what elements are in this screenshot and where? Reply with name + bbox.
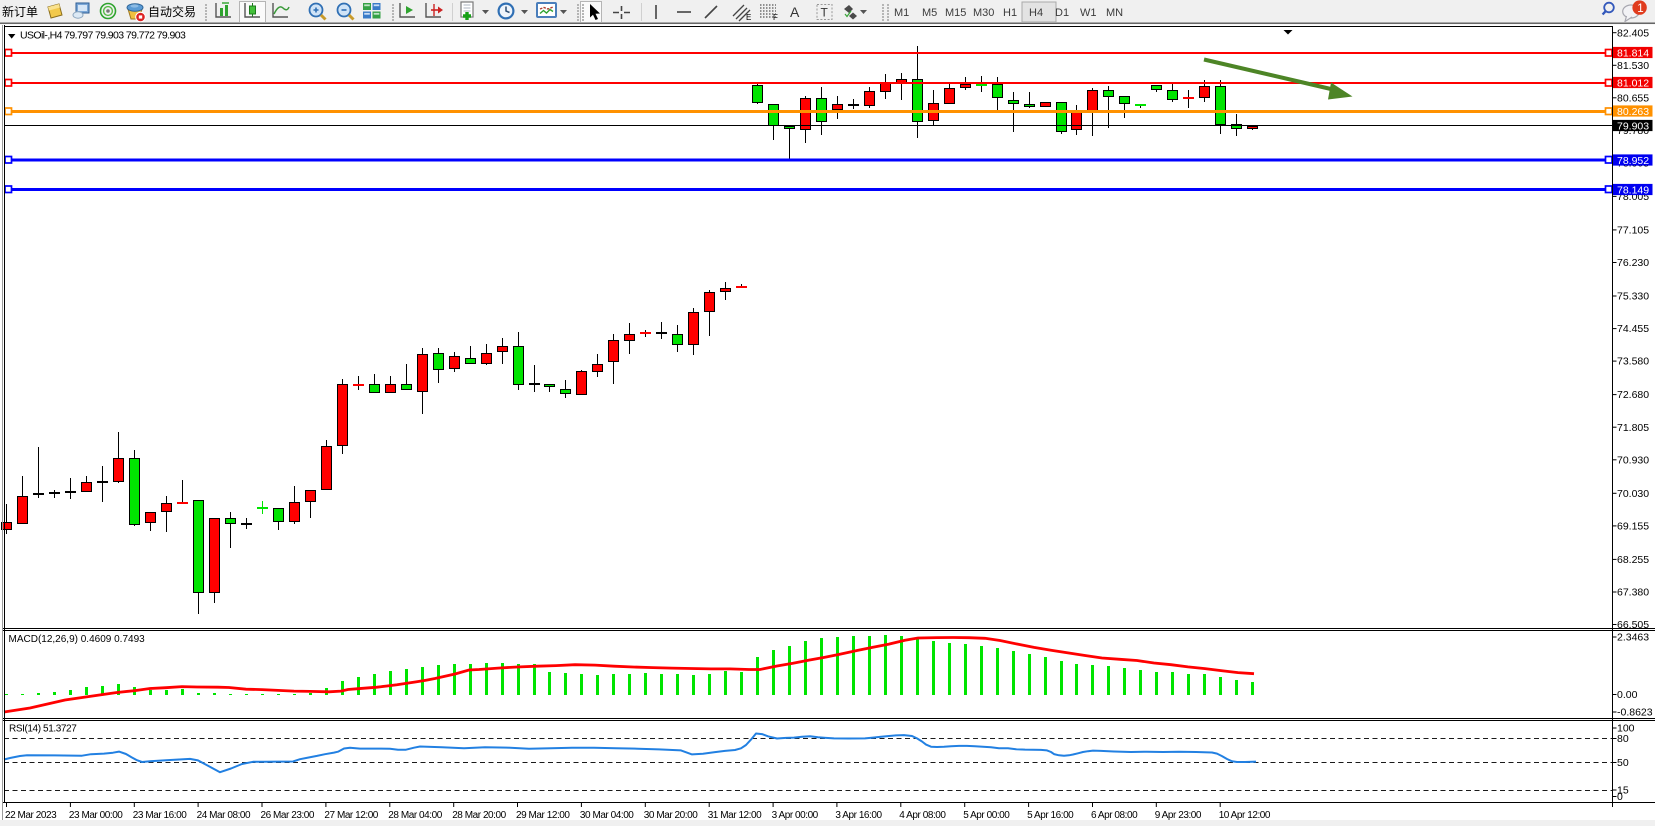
svg-text:79.903: 79.903 bbox=[1617, 120, 1649, 132]
svg-text:23 Mar 00:00: 23 Mar 00:00 bbox=[69, 810, 123, 821]
svg-text:78.952: 78.952 bbox=[1617, 155, 1649, 167]
svg-text:23 Mar 16:00: 23 Mar 16:00 bbox=[133, 810, 187, 821]
svg-text:MACD(12,26,9) 0.4609 0.7493: MACD(12,26,9) 0.4609 0.7493 bbox=[9, 634, 146, 645]
svg-text:M30: M30 bbox=[973, 7, 994, 19]
svg-text:5 Apr 00:00: 5 Apr 00:00 bbox=[963, 810, 1010, 821]
svg-text:28 Mar 20:00: 28 Mar 20:00 bbox=[452, 810, 506, 821]
svg-text:3 Apr 16:00: 3 Apr 16:00 bbox=[835, 810, 882, 821]
svg-text:9 Apr 23:00: 9 Apr 23:00 bbox=[1155, 810, 1202, 821]
svg-text:H1: H1 bbox=[1003, 7, 1017, 19]
svg-text:2.3463: 2.3463 bbox=[1617, 632, 1649, 644]
svg-text:81.012: 81.012 bbox=[1617, 77, 1649, 89]
svg-text:0: 0 bbox=[1617, 791, 1623, 803]
svg-text:A: A bbox=[790, 4, 800, 20]
svg-text:81.814: 81.814 bbox=[1617, 47, 1649, 59]
svg-text:76.230: 76.230 bbox=[1617, 257, 1649, 269]
svg-text:5 Apr 16:00: 5 Apr 16:00 bbox=[1027, 810, 1074, 821]
svg-text:新订单: 新订单 bbox=[2, 4, 38, 19]
svg-text:10 Apr 12:00: 10 Apr 12:00 bbox=[1219, 810, 1271, 821]
svg-text:E: E bbox=[746, 13, 751, 22]
svg-text:82.405: 82.405 bbox=[1617, 27, 1649, 39]
svg-text:66.505: 66.505 bbox=[1617, 619, 1649, 631]
svg-text:H4: H4 bbox=[1029, 7, 1043, 19]
svg-text:USOil-,H4 79.797 79.903 79.77: USOil-,H4 79.797 79.903 79.772 79.903 bbox=[20, 30, 186, 42]
svg-text:30 Mar 04:00: 30 Mar 04:00 bbox=[580, 810, 634, 821]
svg-text:29 Mar 12:00: 29 Mar 12:00 bbox=[516, 810, 570, 821]
svg-text:M15: M15 bbox=[945, 7, 966, 19]
svg-text:自动交易: 自动交易 bbox=[148, 4, 196, 19]
svg-text:30 Mar 20:00: 30 Mar 20:00 bbox=[644, 810, 698, 821]
svg-text:67.380: 67.380 bbox=[1617, 587, 1649, 599]
svg-text:72.680: 72.680 bbox=[1617, 389, 1649, 401]
svg-text:31 Mar 12:00: 31 Mar 12:00 bbox=[708, 810, 762, 821]
svg-text:27 Mar 12:00: 27 Mar 12:00 bbox=[324, 810, 378, 821]
svg-text:W1: W1 bbox=[1080, 7, 1097, 19]
svg-text:T: T bbox=[821, 6, 829, 20]
svg-text:50: 50 bbox=[1617, 757, 1629, 769]
svg-text:28 Mar 04:00: 28 Mar 04:00 bbox=[388, 810, 442, 821]
svg-text:4 Apr 08:00: 4 Apr 08:00 bbox=[899, 810, 946, 821]
svg-text:24 Mar 08:00: 24 Mar 08:00 bbox=[197, 810, 251, 821]
svg-text:RSI(14) 51.3727: RSI(14) 51.3727 bbox=[9, 724, 77, 735]
svg-text:1: 1 bbox=[1637, 3, 1643, 15]
svg-text:71.805: 71.805 bbox=[1617, 422, 1649, 434]
svg-text:69.155: 69.155 bbox=[1617, 521, 1649, 533]
svg-text:75.330: 75.330 bbox=[1617, 291, 1649, 303]
svg-text:81.530: 81.530 bbox=[1617, 60, 1649, 72]
svg-text:70.030: 70.030 bbox=[1617, 488, 1649, 500]
svg-text:F: F bbox=[773, 13, 778, 22]
svg-text:15: 15 bbox=[1617, 785, 1629, 797]
svg-text:22 Mar 2023: 22 Mar 2023 bbox=[5, 810, 57, 821]
svg-text:0.00: 0.00 bbox=[1617, 689, 1638, 701]
svg-text:68.255: 68.255 bbox=[1617, 554, 1649, 566]
svg-text:78.149: 78.149 bbox=[1617, 184, 1649, 196]
svg-text:77.105: 77.105 bbox=[1617, 225, 1649, 237]
svg-text:73.580: 73.580 bbox=[1617, 356, 1649, 368]
svg-text:80.263: 80.263 bbox=[1617, 106, 1649, 118]
svg-text:80.655: 80.655 bbox=[1617, 92, 1649, 104]
svg-text:26 Mar 23:00: 26 Mar 23:00 bbox=[261, 810, 315, 821]
svg-text:D1: D1 bbox=[1055, 7, 1069, 19]
svg-text:74.455: 74.455 bbox=[1617, 323, 1649, 335]
svg-text:100: 100 bbox=[1617, 723, 1635, 735]
svg-text:-0.8623: -0.8623 bbox=[1617, 707, 1653, 719]
svg-text:6 Apr 08:00: 6 Apr 08:00 bbox=[1091, 810, 1138, 821]
svg-text:M1: M1 bbox=[894, 7, 909, 19]
svg-text:70.930: 70.930 bbox=[1617, 454, 1649, 466]
svg-text:M5: M5 bbox=[922, 7, 937, 19]
svg-text:3 Apr 00:00: 3 Apr 00:00 bbox=[772, 810, 819, 821]
svg-text:MN: MN bbox=[1106, 7, 1123, 19]
svg-text:80: 80 bbox=[1617, 733, 1629, 745]
